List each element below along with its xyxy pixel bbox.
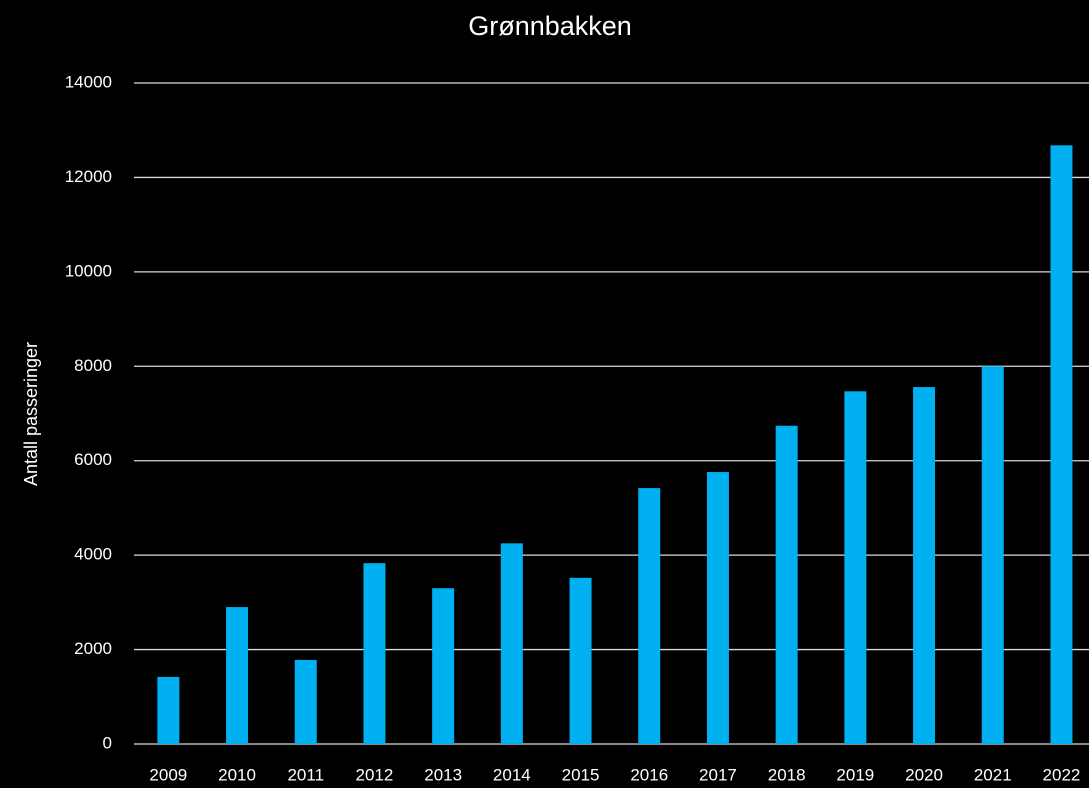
bar <box>569 577 592 744</box>
x-tick-label: 2015 <box>562 765 600 784</box>
bar <box>638 488 661 744</box>
chart-title: Grønnbakken <box>468 11 632 41</box>
x-tick-label: 2014 <box>493 765 531 784</box>
y-tick-label: 2000 <box>74 639 112 658</box>
x-tick-label: 2010 <box>218 765 256 784</box>
x-tick-label: 2013 <box>424 765 462 784</box>
bar <box>706 472 729 744</box>
x-tick-label: 2011 <box>287 765 324 784</box>
x-tick-label: 2021 <box>974 765 1012 784</box>
x-tick-label: 2022 <box>1043 765 1081 784</box>
y-tick-label: 6000 <box>74 450 112 469</box>
bar <box>363 563 386 744</box>
bar <box>500 543 523 744</box>
bar <box>432 588 455 744</box>
bar <box>913 387 936 744</box>
bar <box>775 425 798 744</box>
y-tick-label: 0 <box>103 733 112 752</box>
y-tick-label: 12000 <box>65 167 112 186</box>
x-tick-label: 2012 <box>356 765 394 784</box>
x-tick-label: 2019 <box>836 765 874 784</box>
x-tick-label: 2017 <box>699 765 737 784</box>
bar <box>294 659 317 744</box>
bar <box>844 391 867 744</box>
y-tick-label: 4000 <box>74 545 112 564</box>
y-tick-label: 8000 <box>74 356 112 375</box>
y-tick-label: 10000 <box>65 261 112 280</box>
bar <box>1050 145 1073 744</box>
x-tick-label: 2018 <box>768 765 806 784</box>
y-tick-label: 14000 <box>65 72 112 91</box>
x-tick-label: 2016 <box>630 765 668 784</box>
bar <box>226 607 249 744</box>
bar <box>157 676 180 744</box>
bar <box>981 366 1004 744</box>
x-tick-label: 2020 <box>905 765 943 784</box>
y-axis-label: Antall passeringer <box>21 342 41 486</box>
x-tick-label: 2009 <box>149 765 187 784</box>
